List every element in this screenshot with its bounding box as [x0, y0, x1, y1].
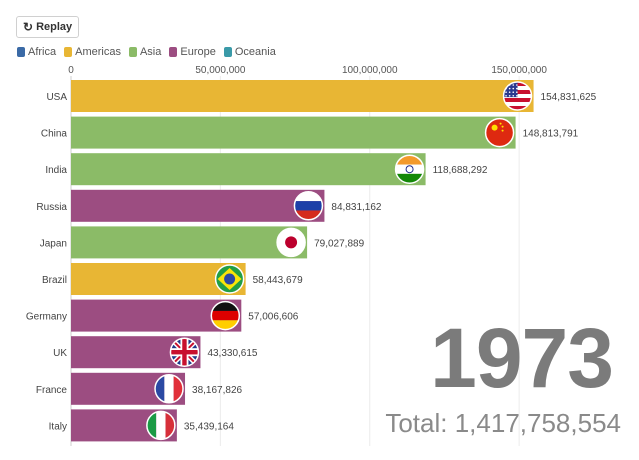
- year-label: 1973: [430, 311, 614, 405]
- legend: Africa Americas Asia Europe Oceania: [17, 46, 276, 58]
- category-label: Japan: [40, 238, 67, 249]
- legend-swatch: [128, 47, 137, 57]
- x-tick-label: 100,000,000: [342, 65, 398, 76]
- bar[interactable]: [71, 80, 534, 112]
- japan-flag-icon: [276, 227, 306, 258]
- total-readout: Total: 1,417,758,554: [385, 410, 621, 436]
- bar[interactable]: [71, 226, 308, 259]
- replay-icon: ↻: [23, 20, 34, 34]
- legend-item-europe[interactable]: Europe: [169, 46, 216, 58]
- value-label: 79,027,889: [314, 238, 364, 249]
- legend-swatch: [223, 47, 232, 57]
- x-tick-label: 150,000,000: [491, 65, 547, 76]
- legend-swatch: [17, 47, 25, 57]
- italy-flag-icon: [146, 410, 176, 441]
- brazil-flag-icon: [214, 264, 245, 294]
- value-label: 57,006,606: [248, 312, 298, 323]
- value-label: 38,167,826: [192, 385, 242, 396]
- x-tick-label: 50,000,000: [195, 65, 245, 76]
- china-flag-icon: [484, 117, 515, 148]
- value-label: 84,831,162: [331, 202, 381, 213]
- legend-item-oceania[interactable]: Oceania: [223, 46, 276, 58]
- category-label: China: [41, 129, 68, 140]
- legend-item-asia[interactable]: Asia: [128, 46, 162, 58]
- value-label: 35,439,164: [184, 421, 234, 432]
- legend-label: Africa: [28, 46, 57, 58]
- germany-flag-icon: [210, 300, 241, 331]
- total-value: 1,417,758,554: [454, 408, 621, 438]
- category-label: UK: [53, 348, 67, 359]
- bar[interactable]: [71, 153, 426, 186]
- legend-item-africa[interactable]: Africa: [17, 46, 56, 58]
- bar-row-uk: UK 43,330,615: [53, 336, 258, 369]
- category-label: Russia: [36, 202, 67, 213]
- category-label: Italy: [49, 421, 67, 432]
- legend-label: Asia: [139, 46, 162, 58]
- bar-row-japan: Japan 79,027,889: [40, 226, 365, 259]
- value-label: 58,443,679: [253, 275, 303, 286]
- bar-row-india: India 118,688,292: [45, 153, 488, 186]
- value-label: 118,688,292: [433, 165, 488, 176]
- bar-row-germany: Germany 57,006,606: [26, 299, 299, 332]
- bar-row-brazil: Brazil 58,443,679: [42, 263, 303, 295]
- bar-row-france: France 38,167,826: [36, 372, 243, 405]
- bar-row-italy: Italy 35,439,164: [49, 409, 234, 442]
- legend-item-americas[interactable]: Americas: [64, 46, 121, 58]
- russia-flag-icon: [293, 191, 324, 221]
- legend-label: Europe: [180, 46, 216, 58]
- bar-chart: 0 50,000,000 100,000,000 150,000,000 USA 154,…: [26, 65, 597, 446]
- bar[interactable]: [71, 116, 516, 149]
- category-label: France: [36, 385, 68, 396]
- bar-row-usa: USA 154,831,625: [46, 80, 597, 112]
- category-label: Brazil: [42, 275, 67, 286]
- category-label: USA: [46, 92, 67, 103]
- category-label: Germany: [26, 312, 67, 323]
- total-label: Total:: [385, 408, 448, 438]
- uk-flag-icon: [169, 337, 200, 367]
- replay-button[interactable]: ↻ Replay: [16, 16, 80, 38]
- legend-swatch: [64, 47, 73, 57]
- usa-flag-icon: [502, 81, 533, 111]
- value-label: 43,330,615: [207, 348, 257, 359]
- bar-row-china: China 148,813,791: [41, 116, 579, 149]
- bar[interactable]: [71, 189, 325, 222]
- x-tick-label: 0: [68, 65, 74, 76]
- category-label: India: [45, 165, 67, 176]
- legend-label: Americas: [75, 46, 121, 58]
- value-label: 154,831,625: [541, 92, 597, 103]
- france-flag-icon: [154, 374, 184, 404]
- value-label: 148,813,791: [523, 129, 579, 140]
- bar-row-russia: Russia 84,831,162: [36, 189, 382, 222]
- legend-swatch: [169, 47, 178, 57]
- legend-label: Oceania: [234, 46, 276, 58]
- replay-label: Replay: [36, 21, 73, 33]
- india-flag-icon: [394, 154, 425, 184]
